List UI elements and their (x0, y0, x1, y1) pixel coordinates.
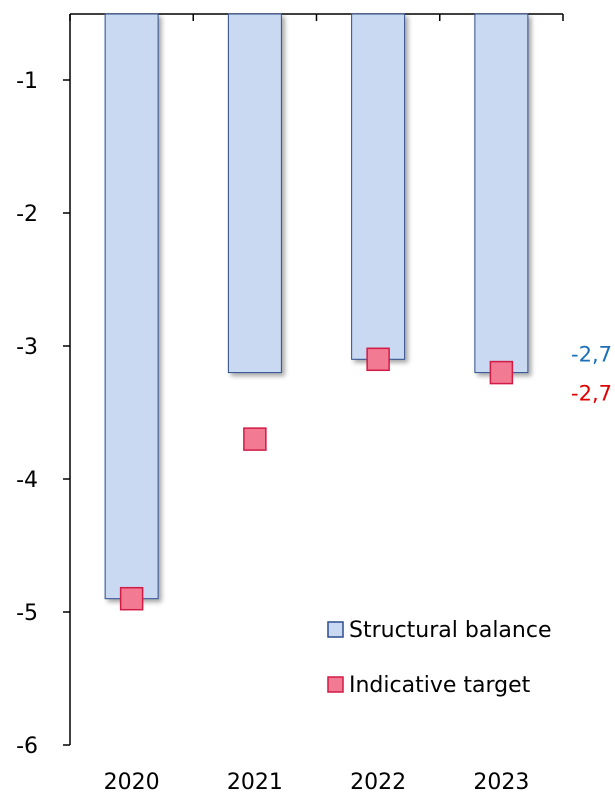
legend-swatch (327, 621, 344, 638)
legend: Structural balance Indicative target (327, 618, 552, 698)
marker (489, 360, 514, 385)
marker (366, 347, 390, 372)
y-tick-label: -2 (16, 202, 38, 227)
axes: -1 -2 -3 -4 -5 -6 2020 2021 2022 2023 (16, 13, 564, 795)
data-label: -2,7 (571, 382, 612, 406)
y-tick-label: -4 (16, 468, 38, 493)
bar (104, 13, 159, 600)
x-tick-label: 2022 (350, 770, 406, 795)
y-tick-label: -5 (16, 601, 38, 626)
annotations: -2,7 -2,7 (571, 342, 612, 405)
marker (243, 427, 267, 451)
markers (119, 347, 514, 611)
legend-label: Indicative target (349, 673, 531, 698)
marker (119, 586, 144, 611)
y-tick-label: -1 (16, 69, 38, 94)
bar (474, 13, 529, 374)
legend-swatch (327, 676, 344, 693)
y-tick-label: -3 (16, 335, 38, 360)
x-tick-label: 2023 (473, 770, 529, 795)
x-tick-label: 2021 (227, 770, 283, 795)
y-tick-label: -6 (16, 734, 38, 759)
bar (351, 13, 406, 360)
bar (227, 13, 282, 374)
data-label: -2,7 (571, 342, 612, 366)
legend-label: Structural balance (349, 618, 552, 643)
x-tick-label: 2020 (104, 770, 160, 795)
bars (104, 13, 529, 600)
